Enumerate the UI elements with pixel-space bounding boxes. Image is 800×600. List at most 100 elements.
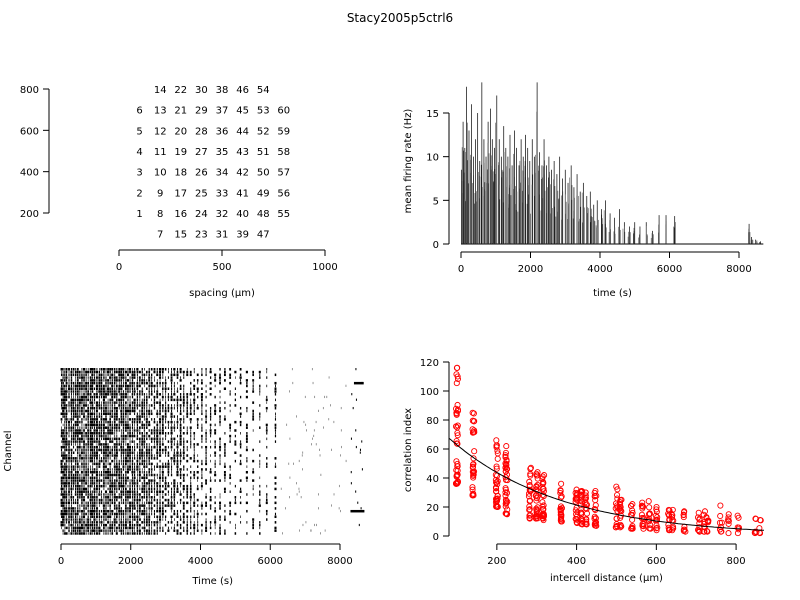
raster-spike xyxy=(68,498,70,502)
raster-spike xyxy=(146,406,148,410)
raster-spike xyxy=(75,390,77,393)
raster-spike xyxy=(103,393,105,396)
raster-spike xyxy=(75,379,76,382)
raster-spike xyxy=(150,368,153,371)
raster-spike xyxy=(314,395,316,399)
raster-spike xyxy=(91,454,93,457)
raster-spike xyxy=(78,437,81,441)
raster-spike xyxy=(179,429,182,432)
raster-spike xyxy=(98,415,101,418)
raster-spike xyxy=(150,507,153,510)
raster-spike xyxy=(64,373,66,377)
raster-spike xyxy=(68,476,70,480)
raster-spike xyxy=(100,434,103,438)
raster-spike xyxy=(129,523,132,527)
raster-spike xyxy=(62,376,64,379)
raster-spike xyxy=(229,409,231,413)
raster-spike xyxy=(240,415,242,418)
raster-spike xyxy=(141,470,143,474)
raster-spike xyxy=(183,420,185,424)
raster-spike xyxy=(83,434,85,438)
raster-spike xyxy=(60,498,63,502)
raster-spike xyxy=(62,490,64,493)
raster-spike xyxy=(143,451,145,455)
raster-spike xyxy=(161,423,164,427)
raster-spike xyxy=(100,501,103,505)
raster-spike xyxy=(219,526,221,530)
raster-spike xyxy=(77,523,79,527)
raster-spike xyxy=(105,401,107,404)
raster-spike xyxy=(93,457,96,460)
raster-spike xyxy=(123,409,124,413)
raster-spike xyxy=(186,529,189,532)
corr-point xyxy=(725,514,732,521)
raster-spike xyxy=(77,412,79,416)
corr-point xyxy=(638,502,645,509)
raster-spike xyxy=(296,493,298,496)
raster-spike xyxy=(116,504,118,507)
raster-spike xyxy=(60,465,63,468)
raster-spike xyxy=(70,487,73,491)
raster-spike xyxy=(159,487,161,491)
raster-spike xyxy=(193,515,195,519)
corr-point xyxy=(470,471,477,478)
raster-spike xyxy=(83,445,85,449)
raster-spike xyxy=(205,451,207,455)
raster-spike xyxy=(197,395,199,399)
raster-spike xyxy=(289,476,291,479)
raster-spike xyxy=(224,518,226,521)
raster-spike xyxy=(105,409,107,413)
raster-spike xyxy=(159,393,161,396)
raster-spike xyxy=(63,512,66,516)
raster-spike xyxy=(107,473,109,477)
raster-spike xyxy=(167,470,170,474)
raster-spike xyxy=(176,406,178,410)
raster-spike xyxy=(146,532,148,535)
raster-spike xyxy=(116,518,118,521)
raster-spike xyxy=(234,512,237,516)
raster-spike xyxy=(118,493,120,496)
raster-spike xyxy=(162,473,164,477)
raster-spike xyxy=(133,401,136,404)
raster-spike xyxy=(63,390,66,393)
raster-spike xyxy=(186,468,188,471)
raster-spike xyxy=(341,445,342,449)
raster-spike xyxy=(98,448,101,452)
raster-spike xyxy=(182,479,185,482)
raster-spike xyxy=(127,465,129,468)
raster-spike xyxy=(150,390,153,393)
raster-spike xyxy=(60,512,63,516)
raster-spike xyxy=(62,465,64,468)
raster-spike xyxy=(118,437,121,441)
raster-spike xyxy=(239,445,242,449)
raster-spike xyxy=(111,415,114,418)
raster-spike xyxy=(65,418,68,421)
raster-spike xyxy=(81,465,83,468)
corr-point xyxy=(700,528,707,535)
raster-spike xyxy=(109,470,111,474)
raster-spike xyxy=(76,470,79,474)
raster-spike xyxy=(74,409,77,413)
raster-spike xyxy=(144,409,145,413)
raster-spike xyxy=(164,504,167,507)
raster-spike xyxy=(102,482,105,485)
raster-spike xyxy=(89,437,92,441)
raster-spike xyxy=(122,373,125,377)
raster-spike xyxy=(79,465,81,468)
raster-spike xyxy=(104,418,108,421)
raster-spike xyxy=(90,487,91,491)
raster-spike xyxy=(186,518,188,521)
raster-spike xyxy=(252,459,255,463)
raster-spike xyxy=(266,457,268,460)
raster-spike xyxy=(81,429,83,432)
raster-spike xyxy=(72,406,75,410)
corr-point xyxy=(638,511,645,518)
raster-spike xyxy=(61,515,62,519)
raster-spike xyxy=(245,448,248,452)
raster-spike xyxy=(134,381,136,385)
raster-spike xyxy=(143,415,145,418)
raster-spike xyxy=(200,484,203,488)
electrode-label: 26 xyxy=(195,168,208,179)
raster-spike xyxy=(205,526,208,530)
raster-spike xyxy=(214,454,216,457)
